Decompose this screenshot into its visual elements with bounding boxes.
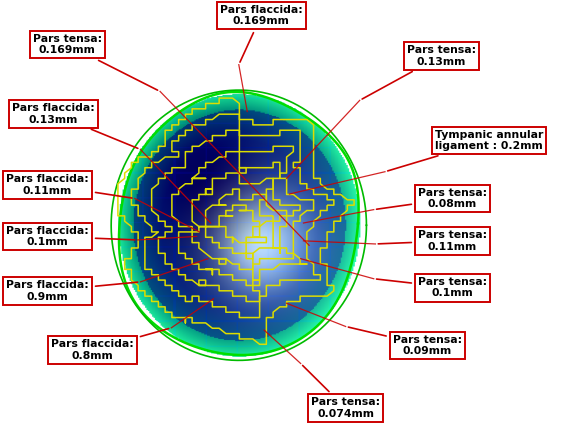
Text: Pars flaccida:
0.13mm: Pars flaccida: 0.13mm (12, 103, 138, 149)
Text: Pars tensa:
0.169mm: Pars tensa: 0.169mm (33, 34, 157, 90)
Text: Pars tensa:
0.074mm: Pars tensa: 0.074mm (303, 365, 380, 419)
Text: Pars tensa:
0.09mm: Pars tensa: 0.09mm (349, 327, 461, 356)
Text: Pars tensa:
0.13mm: Pars tensa: 0.13mm (362, 45, 476, 99)
Text: Pars tensa:
0.08mm: Pars tensa: 0.08mm (376, 188, 487, 209)
Text: Pars flaccida:
0.1mm: Pars flaccida: 0.1mm (6, 226, 135, 247)
Text: Pars flaccida:
0.9mm: Pars flaccida: 0.9mm (6, 280, 138, 301)
Text: Pars flaccida:
0.8mm: Pars flaccida: 0.8mm (51, 329, 168, 361)
Text: Pars tensa:
0.1mm: Pars tensa: 0.1mm (376, 277, 487, 298)
Text: Pars flaccida:
0.169mm: Pars flaccida: 0.169mm (220, 5, 303, 62)
Text: Pars flaccida:
0.11mm: Pars flaccida: 0.11mm (6, 174, 132, 198)
Text: Pars tensa:
0.11mm: Pars tensa: 0.11mm (378, 230, 487, 252)
Text: Tympanic annular
ligament : 0.2mm: Tympanic annular ligament : 0.2mm (388, 130, 543, 171)
